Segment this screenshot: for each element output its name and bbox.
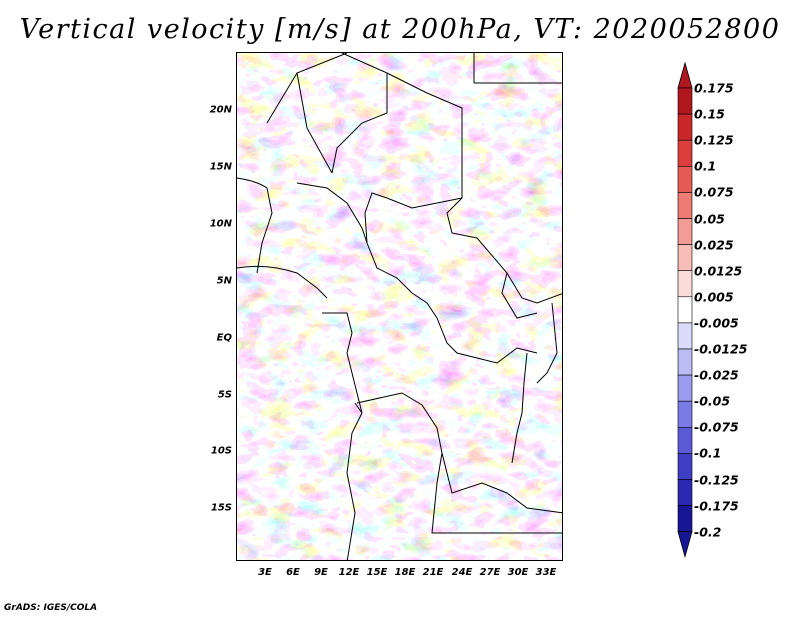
lon-label-18e: 18E: [394, 567, 416, 578]
colorbar-swatch: [677, 505, 693, 533]
colorbar-level-label: 0.005: [694, 289, 734, 305]
colorbar-level-label: -0.005: [694, 315, 739, 331]
velocity-shading: [237, 53, 562, 560]
colorbar-swatch: [677, 192, 693, 219]
colorbar-level-label: -0.075: [694, 419, 739, 435]
colorbar-level-label: -0.1: [694, 445, 722, 461]
colorbar-swatch: [677, 479, 693, 506]
colorbar: [677, 61, 693, 559]
lat-label-10n: 10N: [209, 218, 232, 230]
colorbar-level-label: 0.05: [694, 211, 725, 226]
colorbar-swatch: [677, 426, 693, 454]
colorbar-swatch: [677, 296, 693, 324]
colorbar-swatch: [677, 270, 693, 298]
lat-label-15s: 15S: [210, 502, 232, 514]
colorbar-swatch: [677, 244, 693, 272]
velocity-field-map: [237, 53, 562, 560]
colorbar-level-label: -0.2: [694, 524, 722, 540]
lat-label-10s: 10S: [210, 445, 232, 457]
lon-label-30e: 30E: [507, 567, 529, 578]
lat-label-eq: EQ: [216, 332, 232, 344]
lon-label-9e: 9E: [314, 567, 328, 578]
grads-credit: GrADS: IGES/COLA: [4, 603, 98, 613]
lon-label-21e: 21E: [422, 567, 444, 578]
lon-label-33e: 33E: [535, 567, 557, 578]
colorbar-swatch: [677, 139, 693, 167]
colorbar-swatch: [677, 113, 693, 141]
colorbar-level-label: 0.075: [694, 184, 734, 200]
lon-label-24e: 24E: [451, 567, 473, 578]
colorbar-top-cap: [677, 61, 693, 89]
lon-label-6e: 6E: [286, 567, 300, 578]
colorbar-level-label: 0.175: [694, 80, 734, 96]
lon-label-15e: 15E: [366, 567, 388, 578]
colorbar-level-label: 0.15: [694, 106, 725, 122]
colorbar-level-label: 0.025: [694, 237, 734, 253]
lat-label-15n: 15N: [209, 161, 232, 173]
lon-label-27e: 27E: [479, 567, 501, 578]
chart-title: Vertical velocity [m/s] at 200hPa, VT: 2…: [19, 14, 781, 45]
colorbar-swatch: [677, 322, 693, 350]
colorbar-level-label: 0.1: [694, 158, 717, 174]
colorbar-level-label: -0.025: [694, 367, 739, 383]
colorbar-swatch: [677, 218, 693, 245]
colorbar-swatch: [677, 348, 693, 376]
colorbar-level-label: -0.0125: [694, 341, 748, 357]
colorbar-swatch: [677, 400, 693, 428]
lat-label-5s: 5S: [217, 389, 232, 401]
colorbar-swatch: [677, 87, 693, 115]
colorbar-level-label: -0.05: [694, 393, 731, 409]
country-borders: [237, 53, 562, 560]
lat-label-20n: 20N: [209, 104, 232, 116]
colorbar-level-label: -0.175: [694, 498, 739, 514]
colorbar-swatch: [677, 453, 693, 480]
colorbar-level-label: -0.125: [694, 472, 739, 487]
lon-label-12e: 12E: [338, 567, 360, 578]
colorbar-swatch: [677, 166, 693, 193]
colorbar-level-label: 0.125: [694, 132, 734, 148]
map-panel: [236, 52, 563, 561]
colorbar-bottom-cap: [677, 531, 693, 559]
colorbar-level-label: 0.0125: [694, 263, 743, 279]
colorbar-swatch: [677, 374, 693, 402]
lon-label-3e: 3E: [258, 567, 272, 578]
lat-label-5n: 5N: [216, 275, 232, 287]
